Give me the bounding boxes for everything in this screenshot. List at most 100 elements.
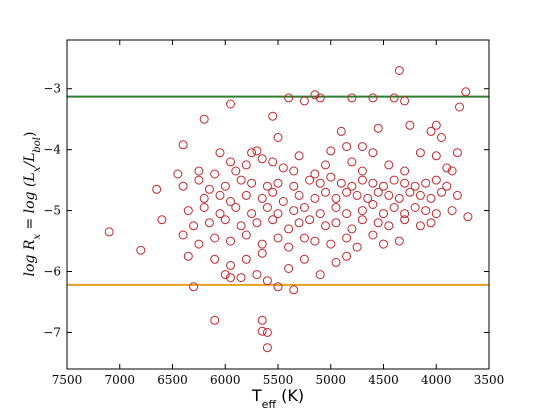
data-point (400, 178, 410, 188)
data-point (210, 254, 220, 264)
data-point (342, 142, 352, 152)
data-point (368, 200, 378, 209)
data-point (379, 181, 388, 191)
data-point (252, 270, 262, 280)
data-point (310, 90, 320, 100)
data-point (178, 230, 188, 240)
data-point (384, 160, 394, 170)
data-point (431, 175, 441, 185)
data-point (257, 193, 267, 203)
data-point (189, 282, 199, 292)
data-point (199, 193, 209, 203)
data-point (241, 230, 251, 240)
data-point (357, 166, 367, 176)
data-point (421, 178, 431, 188)
data-point (342, 209, 352, 219)
data-point (247, 209, 257, 219)
data-point (220, 270, 230, 280)
data-point (262, 181, 272, 191)
data-point (273, 178, 283, 188)
data-point (289, 181, 299, 191)
data-point (199, 203, 209, 212)
data-point (389, 203, 399, 212)
data-point (373, 123, 383, 133)
data-point (400, 209, 410, 219)
data-point (426, 218, 436, 228)
data-point (241, 254, 251, 264)
data-point (273, 282, 283, 292)
data-point (189, 221, 199, 231)
y-axis-ticks: −7 −6 −5 −4 −3 (43, 82, 489, 339)
data-point (352, 190, 362, 200)
data-point (210, 233, 220, 243)
data-point (321, 160, 330, 170)
data-point (373, 187, 383, 197)
data-point (289, 166, 299, 176)
data-point (236, 175, 246, 185)
data-point (321, 187, 330, 197)
data-point (368, 93, 378, 103)
data-point (452, 148, 462, 158)
data-point (226, 99, 235, 109)
data-point (368, 230, 378, 240)
x-axis-ticks: 7500 7000 6500 6000 5500 5000 4500 4000 3500 (52, 40, 504, 387)
data-point (363, 193, 373, 203)
data-point (299, 203, 309, 212)
data-point (400, 166, 410, 176)
data-point (194, 166, 204, 176)
x-tick-label: 5500 (263, 373, 294, 387)
data-point (336, 126, 346, 136)
data-point (183, 251, 193, 261)
data-point (257, 239, 267, 249)
data-point (226, 260, 235, 270)
data-point (310, 169, 320, 179)
data-point (410, 181, 420, 191)
data-point (342, 233, 352, 243)
data-point (347, 224, 357, 234)
data-point (210, 315, 220, 325)
data-point (321, 221, 330, 231)
data-point (410, 203, 420, 212)
data-point (252, 146, 262, 156)
data-point (284, 93, 294, 103)
data-point (389, 93, 399, 103)
data-point (157, 215, 167, 225)
data-point (405, 187, 415, 197)
x-tick-label: 7500 (52, 373, 83, 387)
data-point (236, 273, 246, 283)
data-point (284, 224, 294, 234)
data-point (447, 166, 457, 176)
data-point (268, 187, 278, 197)
data-point (104, 227, 114, 237)
data-point (442, 163, 452, 173)
data-point (431, 120, 441, 130)
data-point (241, 190, 251, 200)
x-tick-label: 6500 (157, 373, 188, 387)
data-point (178, 140, 188, 150)
data-point (226, 157, 235, 167)
data-point (305, 175, 315, 185)
data-point (379, 209, 388, 219)
data-point (257, 315, 267, 325)
y-tick-label: −5 (43, 204, 61, 218)
data-point (268, 215, 278, 225)
data-point (347, 157, 357, 167)
data-point (273, 209, 283, 219)
data-point (336, 178, 346, 188)
y-tick-label: −7 (43, 325, 61, 339)
data-point (241, 160, 251, 170)
x-tick-label: 4000 (421, 373, 452, 387)
data-point (262, 203, 272, 212)
data-point (315, 209, 325, 219)
data-point (437, 187, 446, 197)
data-point (199, 114, 209, 124)
data-point (368, 148, 378, 158)
data-point (257, 154, 267, 164)
data-point (215, 148, 225, 158)
data-point (461, 87, 471, 97)
y-axis-label: log Rx = log (Lx/Lbol) (22, 132, 43, 277)
data-point (247, 178, 257, 188)
data-point (226, 197, 235, 206)
data-point (294, 218, 304, 228)
